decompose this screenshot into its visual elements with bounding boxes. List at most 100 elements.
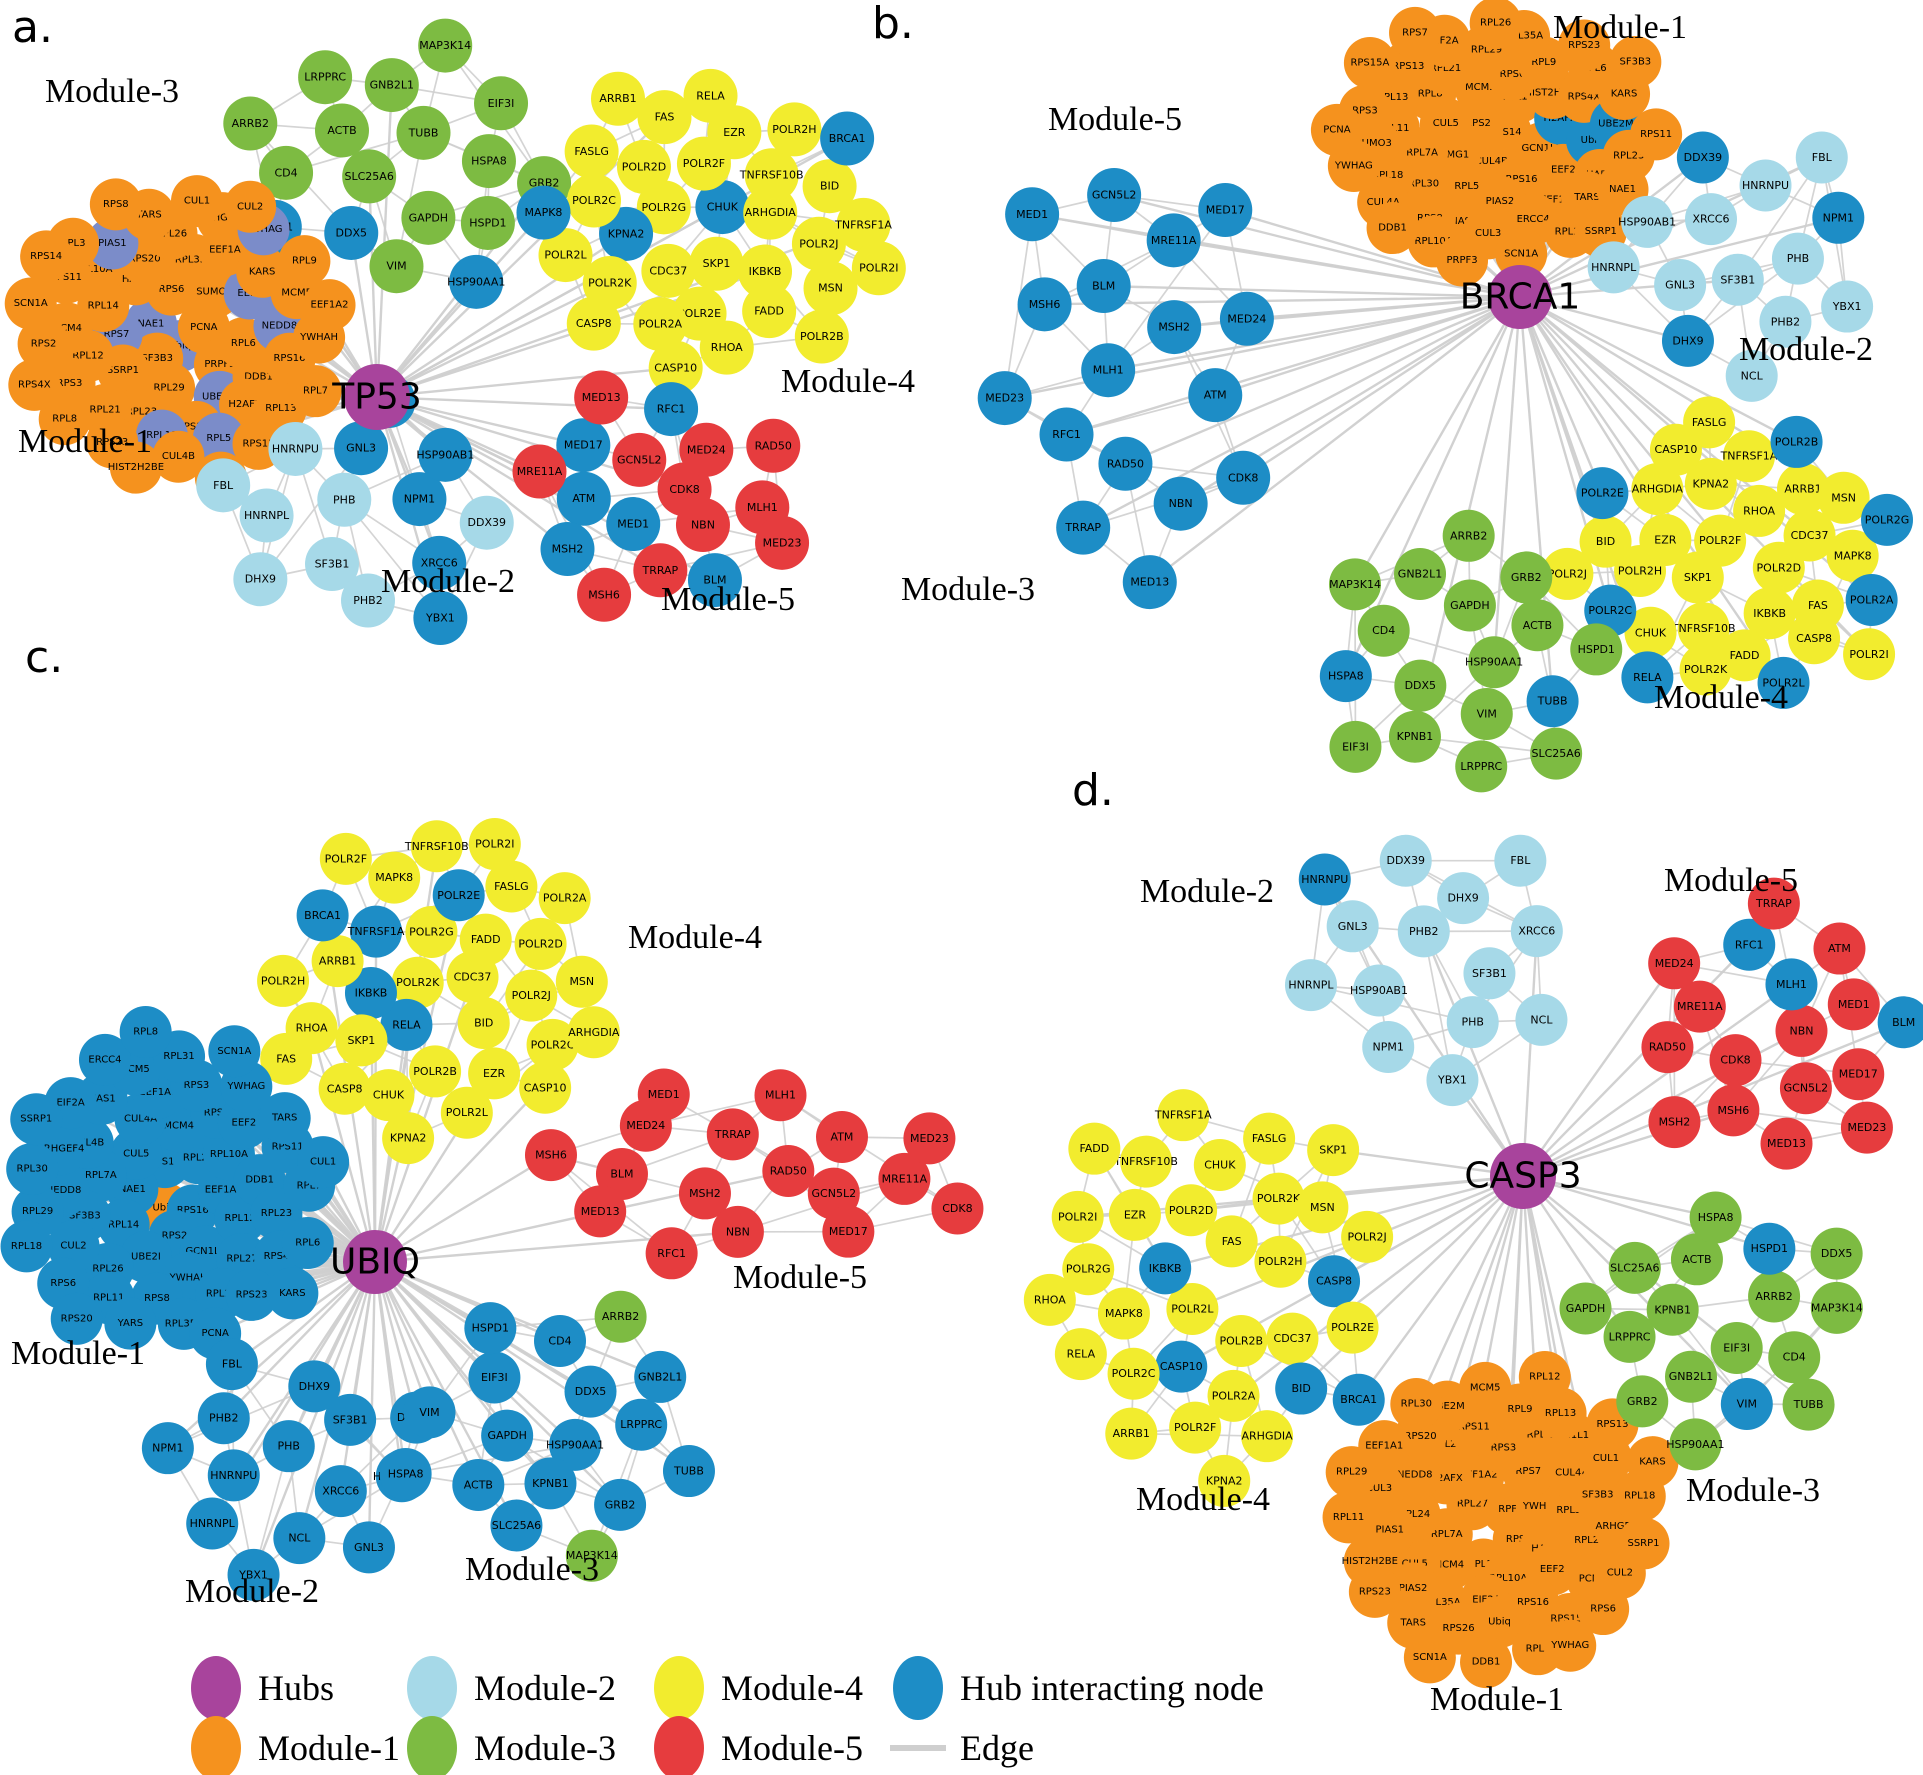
node-EZR[interactable]: EZR <box>468 1047 521 1100</box>
node-GNB2L1[interactable]: GNB2L1 <box>1664 1350 1717 1403</box>
node-POLR2L[interactable]: POLR2L <box>538 228 593 283</box>
node-DHX9[interactable]: DHX9 <box>233 552 288 607</box>
node-FBL[interactable]: FBL <box>1494 834 1547 887</box>
node-RPL30[interactable]: RPL30 <box>1390 1378 1443 1431</box>
node-MSH6[interactable]: MSH6 <box>1017 277 1072 332</box>
node-GNB2L1[interactable]: GNB2L1 <box>634 1350 687 1403</box>
node-HSP90AA1[interactable]: HSP90AA1 <box>447 254 505 309</box>
node-MED17[interactable]: MED17 <box>1832 1048 1885 1101</box>
node-SLC25A6[interactable]: SLC25A6 <box>342 149 397 204</box>
node-ARRB2[interactable]: ARRB2 <box>223 96 278 151</box>
node-MED1[interactable]: MED1 <box>606 497 661 552</box>
node-POLR2G[interactable]: POLR2G <box>1861 493 1914 546</box>
node-BID[interactable]: BID <box>802 159 857 214</box>
node-HSP90AB1[interactable]: HSP90AB1 <box>1350 964 1408 1017</box>
node-KPNA2[interactable]: KPNA2 <box>382 1112 435 1165</box>
node-POLR2L[interactable]: POLR2L <box>1757 656 1810 709</box>
node-RPL7[interactable]: RPL7 <box>289 365 342 418</box>
node-MLH1[interactable]: MLH1 <box>1765 958 1818 1011</box>
node-FADD[interactable]: FADD <box>742 284 797 339</box>
node-RELA[interactable]: RELA <box>1054 1328 1107 1381</box>
node-SLC25A6[interactable]: SLC25A6 <box>1530 727 1583 780</box>
node-MAPK8[interactable]: MAPK8 <box>1826 529 1879 582</box>
node-CDK8[interactable]: CDK8 <box>1216 450 1271 505</box>
node-MED24[interactable]: MED24 <box>1219 291 1274 346</box>
node-TUBB[interactable]: TUBB <box>1782 1378 1835 1431</box>
node-FADD[interactable]: FADD <box>1068 1122 1121 1175</box>
node-RHOA[interactable]: RHOA <box>1733 484 1786 537</box>
node-EZR[interactable]: EZR <box>1108 1188 1161 1241</box>
node-POLR2B[interactable]: POLR2B <box>1770 415 1823 468</box>
node-MED23[interactable]: MED23 <box>977 371 1032 426</box>
node-RPL6[interactable]: RPL6 <box>281 1216 334 1269</box>
node-FBL[interactable]: FBL <box>205 1338 258 1391</box>
node-RPL29[interactable]: RPL29 <box>1325 1446 1378 1499</box>
node-HSPD1[interactable]: HSPD1 <box>1743 1222 1796 1275</box>
node-SKP1[interactable]: SKP1 <box>1671 551 1724 604</box>
node-TNFRSF1A[interactable]: TNFRSF1A <box>834 197 892 252</box>
node-RPS11[interactable]: RPS11 <box>1630 108 1683 161</box>
node-RPS6[interactable]: RPS6 <box>1577 1583 1630 1636</box>
node-MSH6[interactable]: MSH6 <box>1707 1084 1760 1137</box>
node-HNRNPU[interactable]: HNRNPU <box>207 1449 260 1502</box>
node-GAPDH[interactable]: GAPDH <box>1559 1282 1612 1335</box>
node-CUL1[interactable]: CUL1 <box>297 1136 350 1189</box>
node-XRCC6[interactable]: XRCC6 <box>1510 905 1563 958</box>
node-HNRNPU[interactable]: HNRNPU <box>268 421 323 476</box>
node-DDX5[interactable]: DDX5 <box>1394 659 1447 712</box>
node-MRE11A[interactable]: MRE11A <box>1673 980 1726 1033</box>
node-HSP90AA1[interactable]: HSP90AA1 <box>1465 636 1523 689</box>
node-GNL3[interactable]: GNL3 <box>1654 258 1707 311</box>
node-BID[interactable]: BID <box>1579 515 1632 568</box>
node-TNFRSF10B[interactable]: TNFRSF10B <box>1671 602 1736 655</box>
node-TRRAP[interactable]: TRRAP <box>706 1108 759 1161</box>
node-YBX1[interactable]: YBX1 <box>227 1548 280 1601</box>
node-HSP90AB1[interactable]: HSP90AB1 <box>1618 195 1676 248</box>
node-ARHGDIA[interactable]: ARHGDIA <box>1241 1410 1293 1463</box>
node-FASLG[interactable]: FASLG <box>485 860 538 913</box>
node-FAS[interactable]: FAS <box>637 90 692 145</box>
node-GNL3[interactable]: GNL3 <box>334 421 389 476</box>
node-RPL11[interactable]: RPL11 <box>1322 1491 1375 1544</box>
node-CASP10[interactable]: CASP10 <box>648 340 703 395</box>
node-KPNA2[interactable]: KPNA2 <box>1198 1454 1251 1507</box>
node-IKBKB[interactable]: IKBKB <box>1139 1242 1192 1295</box>
node-NPM1[interactable]: NPM1 <box>141 1422 194 1475</box>
node-POLR2D[interactable]: POLR2D <box>1752 541 1805 594</box>
node-SSRP1[interactable]: SSRP1 <box>1617 1517 1670 1570</box>
node-MAP3K14[interactable]: MAP3K14 <box>1810 1281 1863 1334</box>
node-Ubiq[interactable]: Ubiq <box>1473 1595 1526 1648</box>
node-ARHGDIA[interactable]: ARHGDIA <box>1631 463 1683 516</box>
node-RPL8[interactable]: RPL8 <box>119 1005 172 1058</box>
node-MSN[interactable]: MSN <box>803 261 858 316</box>
node-RAD50[interactable]: RAD50 <box>762 1144 815 1197</box>
node-GNB2L1[interactable]: GNB2L1 <box>1394 547 1447 600</box>
node-HSPA8[interactable]: HSPA8 <box>379 1447 432 1500</box>
node-FBL[interactable]: FBL <box>196 458 251 513</box>
node-MSN[interactable]: MSN <box>1296 1181 1349 1234</box>
node-KPNA2[interactable]: KPNA2 <box>599 206 654 261</box>
node-SSRP1[interactable]: SSRP1 <box>10 1093 63 1146</box>
node-TNFRSF1A[interactable]: TNFRSF1A <box>1154 1089 1212 1142</box>
node-GAPDH[interactable]: GAPDH <box>1443 579 1496 632</box>
node-CUL2[interactable]: CUL2 <box>224 180 277 233</box>
node-POLR2I[interactable]: POLR2I <box>1051 1190 1104 1243</box>
hub-node-tp53[interactable]: TP53 <box>331 364 422 430</box>
node-KPNB1[interactable]: KPNB1 <box>524 1457 577 1510</box>
node-POLR2D[interactable]: POLR2D <box>514 917 567 970</box>
node-POLR2J[interactable]: POLR2J <box>1341 1210 1394 1263</box>
node-POLR2K[interactable]: POLR2K <box>1252 1172 1305 1225</box>
node-RPS23[interactable]: RPS23 <box>225 1268 278 1321</box>
node-RFC1[interactable]: RFC1 <box>645 1227 698 1280</box>
node-MAPK8[interactable]: MAPK8 <box>516 185 571 240</box>
node-IKBKB[interactable]: IKBKB <box>1743 587 1796 640</box>
node-EEF1A2[interactable]: EEF1A2 <box>303 279 356 332</box>
node-PIAS1[interactable]: PIAS1 <box>86 217 139 270</box>
node-RHOA[interactable]: RHOA <box>699 320 754 375</box>
node-RPS8[interactable]: RPS8 <box>89 178 142 231</box>
node-YBX1[interactable]: YBX1 <box>1426 1054 1479 1107</box>
node-RAD50[interactable]: RAD50 <box>1641 1021 1694 1074</box>
node-HSP90AA1[interactable]: HSP90AA1 <box>1666 1418 1725 1471</box>
node-PCNA[interactable]: PCNA <box>1310 103 1363 156</box>
node-NPM1[interactable]: NPM1 <box>1362 1020 1415 1073</box>
